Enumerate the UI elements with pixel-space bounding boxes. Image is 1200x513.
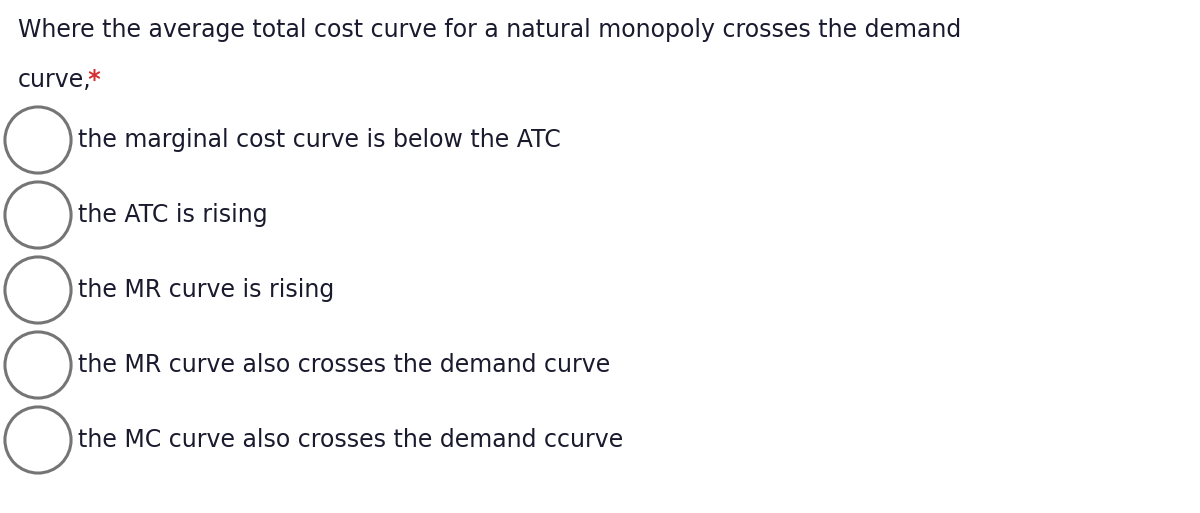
Text: *: * [80,68,101,92]
Text: the MR curve is rising: the MR curve is rising [78,278,335,302]
Text: the ATC is rising: the ATC is rising [78,203,268,227]
Point [29,436,48,444]
Text: the marginal cost curve is below the ATC: the marginal cost curve is below the ATC [78,128,560,152]
Point [29,136,48,144]
Text: curve,: curve, [18,68,91,92]
Point [29,361,48,369]
Text: the MR curve also crosses the demand curve: the MR curve also crosses the demand cur… [78,353,611,377]
Point [29,286,48,294]
Point [29,211,48,219]
Text: the MC curve also crosses the demand ccurve: the MC curve also crosses the demand ccu… [78,428,623,452]
Text: Where the average total cost curve for a natural monopoly crosses the demand: Where the average total cost curve for a… [18,18,961,42]
